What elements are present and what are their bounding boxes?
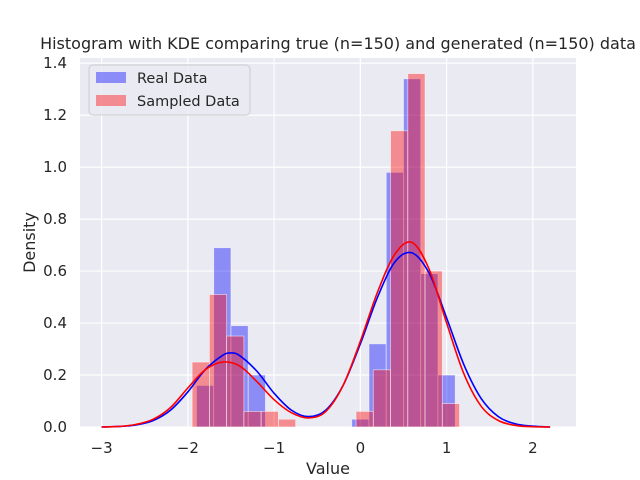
sampled-data-bar [390,130,409,428]
legend: Real Data Sampled Data [88,64,251,116]
y-tick-label: 0.8 [43,210,67,228]
x-tick-label: 2 [528,439,538,457]
x-tick-label: −1 [263,439,285,457]
y-tick-label: 0.4 [43,314,67,332]
x-tick-label: −2 [177,439,199,457]
x-tick-label: 0 [356,439,366,457]
chart-title: Histogram with KDE comparing true (n=150… [40,34,636,53]
plot-area [80,58,576,427]
sampled-data-bar [226,335,245,428]
x-tick-label: 1 [442,439,452,457]
legend-box [88,64,251,116]
y-tick-label: 0.2 [43,366,67,384]
legend-swatch [96,72,126,83]
legend-swatch [96,95,126,106]
sampled-data-kde-line [101,241,551,428]
kde-curves [101,241,551,428]
legend-label: Sampled Data [137,94,240,110]
real-data-kde-line [101,251,551,428]
x-axis-label: Value [306,459,350,478]
sampled-data-bar [424,270,443,428]
sampled-data-bar [372,369,391,428]
sampled-data-bar [243,411,262,428]
y-tick-label: 0.0 [43,418,67,436]
legend-label: Real Data [137,71,208,87]
y-axis-ticks: 0.0 0.2 0.4 0.6 0.8 1.0 1.2 1.4 [43,54,67,436]
y-tick-label: 1.4 [43,54,67,72]
x-tick-label: −3 [91,439,113,457]
y-tick-label: 1.2 [43,106,67,124]
sampled-data-bar [260,411,279,428]
sampled-data-bar [441,403,460,428]
sampled-data-bar [208,294,228,428]
sampled-data-bar [355,411,374,428]
y-tick-label: 1.0 [43,158,67,176]
sampled-data-bar [277,418,297,428]
sampled-data-bar [407,73,426,428]
y-axis-label: Density [20,212,39,273]
sampled-data-bar [191,361,210,428]
y-tick-label: 0.6 [43,262,67,280]
histogram-bars [191,73,460,428]
x-axis-ticks: −3 −2 −1 0 1 2 [91,439,538,457]
